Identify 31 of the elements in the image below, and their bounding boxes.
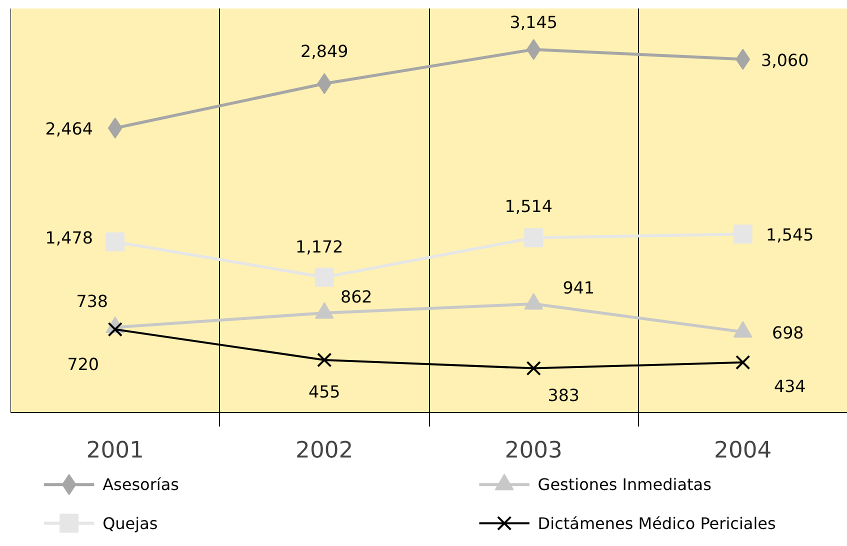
data-label: 738 [76, 292, 108, 311]
point [736, 355, 750, 370]
data-label: 1,478 [45, 228, 93, 248]
point [314, 268, 334, 287]
data-label: 2,849 [300, 42, 348, 62]
point [733, 224, 752, 244]
x-tick-label: 2001 [86, 438, 144, 464]
data-label: 862 [340, 288, 372, 306]
x-tick-label: 2002 [296, 438, 354, 464]
point [524, 228, 544, 248]
point [317, 352, 332, 368]
x-tick-label: 2004 [714, 438, 772, 464]
point [526, 360, 541, 376]
data-label: 1,514 [504, 197, 552, 216]
data-label: 3,145 [510, 12, 558, 32]
data-label: 434 [774, 376, 806, 396]
legend-label: Quejas [102, 514, 158, 533]
data-label: 2,464 [45, 120, 93, 139]
data-label: 383 [548, 386, 580, 405]
data-label: 698 [772, 323, 804, 342]
legend-label: Asesorías [102, 475, 179, 494]
data-label: 1,545 [766, 226, 814, 245]
x-tick-label: 2003 [504, 438, 562, 464]
data-label: 3,060 [761, 50, 809, 70]
data-label: 1,172 [296, 238, 344, 257]
legend-label: Dictámenes Médico Periciales [538, 514, 776, 533]
data-label: 720 [67, 354, 100, 374]
data-label: 941 [562, 278, 595, 298]
point [106, 232, 125, 252]
legend-label: Gestiones Inmediatas [538, 475, 712, 494]
data-label: 455 [308, 382, 340, 402]
